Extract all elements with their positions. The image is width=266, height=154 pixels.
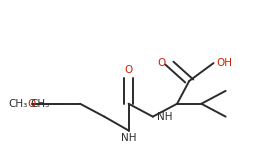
- Text: O: O: [158, 58, 166, 68]
- Text: O: O: [27, 99, 36, 109]
- Text: CH₃: CH₃: [30, 99, 49, 109]
- Text: NH: NH: [157, 112, 173, 122]
- Text: NH: NH: [121, 134, 136, 144]
- Text: O: O: [124, 65, 133, 75]
- Text: CH₃: CH₃: [8, 99, 27, 109]
- Text: OH: OH: [217, 58, 233, 68]
